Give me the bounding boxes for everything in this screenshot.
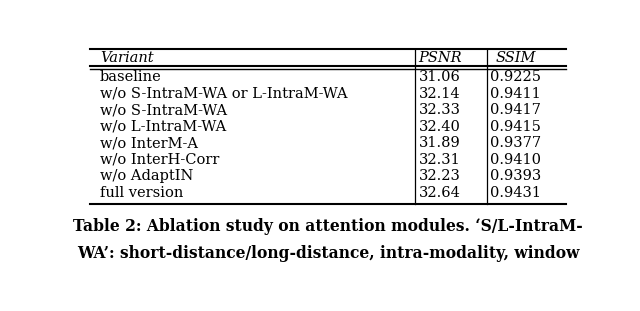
Text: PSNR: PSNR	[418, 51, 461, 65]
Text: 0.9377: 0.9377	[490, 137, 541, 151]
Text: 0.9393: 0.9393	[490, 169, 541, 183]
Text: 31.06: 31.06	[419, 70, 461, 84]
Text: 32.14: 32.14	[419, 87, 460, 101]
Text: 32.40: 32.40	[419, 120, 461, 134]
Text: 0.9410: 0.9410	[490, 153, 541, 167]
Text: 32.23: 32.23	[419, 169, 461, 183]
Text: w/o InterH-Corr: w/o InterH-Corr	[100, 153, 220, 167]
Text: 0.9431: 0.9431	[490, 186, 541, 200]
Text: 0.9417: 0.9417	[490, 103, 541, 117]
Text: w/o InterM-A: w/o InterM-A	[100, 137, 198, 151]
Text: 0.9415: 0.9415	[490, 120, 541, 134]
Text: w/o AdaptIN: w/o AdaptIN	[100, 169, 193, 183]
Text: 0.9225: 0.9225	[490, 70, 541, 84]
Text: baseline: baseline	[100, 70, 161, 84]
Text: SSIM: SSIM	[495, 51, 536, 65]
Text: w/o S-IntraM-WA or L-IntraM-WA: w/o S-IntraM-WA or L-IntraM-WA	[100, 87, 348, 101]
Text: 0.9411: 0.9411	[490, 87, 541, 101]
Text: Variant: Variant	[100, 51, 154, 65]
Text: WA’: short-distance/long-distance, intra-modality, window: WA’: short-distance/long-distance, intra…	[77, 245, 579, 262]
Text: Table 2: Ablation study on attention modules. ‘S/L-IntraM-: Table 2: Ablation study on attention mod…	[73, 218, 583, 235]
Text: 32.33: 32.33	[419, 103, 461, 117]
Text: 32.64: 32.64	[419, 186, 461, 200]
Text: 31.89: 31.89	[419, 137, 460, 151]
Text: 32.31: 32.31	[419, 153, 460, 167]
Text: full version: full version	[100, 186, 183, 200]
Text: w/o S-IntraM-WA: w/o S-IntraM-WA	[100, 103, 227, 117]
Text: w/o L-IntraM-WA: w/o L-IntraM-WA	[100, 120, 226, 134]
